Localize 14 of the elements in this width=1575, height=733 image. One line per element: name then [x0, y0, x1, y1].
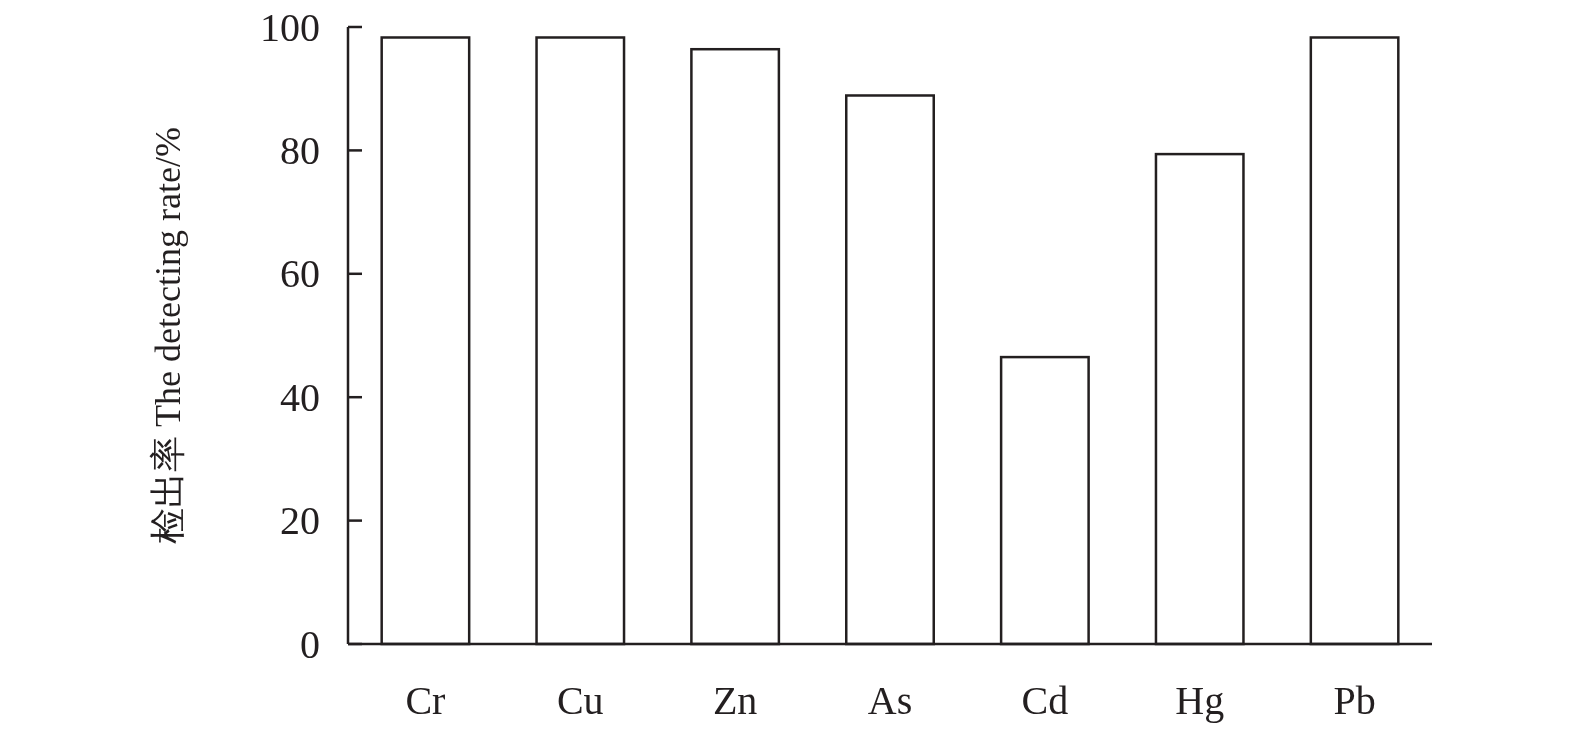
x-tick-label: Hg: [1175, 677, 1225, 723]
x-tick-label: Cr: [405, 677, 446, 723]
y-tick-label: 40: [280, 374, 320, 420]
x-tick-label: Cu: [556, 677, 604, 723]
x-tick-label: Pb: [1333, 677, 1376, 723]
x-tick-label: Cd: [1021, 677, 1069, 723]
y-tick-label: 60: [280, 251, 320, 297]
x-tick-label: As: [867, 677, 913, 723]
y-tick-label: 80: [280, 127, 320, 173]
y-tick-label: 20: [280, 498, 320, 544]
y-tick-label: 100: [260, 4, 320, 50]
y-axis-title: 检出率 The detecting rate/%: [148, 127, 188, 544]
y-tick-label: 0: [300, 621, 320, 667]
x-tick-label: Zn: [712, 677, 758, 723]
